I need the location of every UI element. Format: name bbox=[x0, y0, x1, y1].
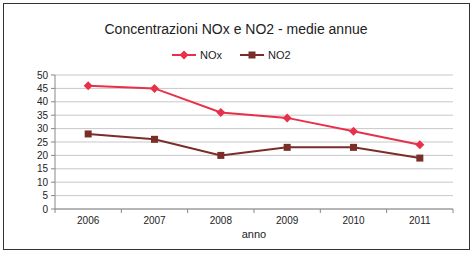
point bbox=[349, 127, 358, 136]
point bbox=[150, 84, 159, 93]
x-tick bbox=[320, 209, 321, 213]
grid-line bbox=[55, 182, 453, 183]
x-label: anno bbox=[242, 228, 266, 240]
y-tick-label: 20 bbox=[37, 150, 49, 161]
grid-line bbox=[55, 168, 453, 169]
x-tick-label: 2006 bbox=[77, 215, 100, 226]
y-tick bbox=[51, 101, 55, 102]
y-tick-label: 50 bbox=[37, 70, 49, 81]
x-tick bbox=[386, 209, 387, 213]
point bbox=[217, 152, 224, 159]
y-tick bbox=[51, 155, 55, 156]
y-tick bbox=[51, 75, 55, 76]
y-tick bbox=[51, 195, 55, 196]
y-tick bbox=[51, 128, 55, 129]
legend-label: NOx bbox=[200, 49, 223, 61]
legend-marker bbox=[249, 52, 256, 59]
grid-line bbox=[55, 75, 453, 76]
y-tick bbox=[51, 182, 55, 183]
x-tick-label: 2009 bbox=[276, 215, 299, 226]
x-tick-label: 2011 bbox=[409, 215, 431, 226]
x-tick-label: 2007 bbox=[143, 215, 166, 226]
series-line bbox=[88, 86, 420, 145]
point bbox=[350, 144, 357, 151]
y-tick-label: 10 bbox=[37, 177, 49, 188]
grid-line bbox=[55, 88, 453, 89]
x-tick bbox=[187, 209, 188, 213]
point bbox=[151, 136, 158, 143]
point bbox=[85, 130, 92, 137]
y-tick bbox=[51, 88, 55, 89]
legend-entry: NOx bbox=[172, 49, 223, 61]
legend-label: NO2 bbox=[268, 49, 291, 61]
y-axis bbox=[55, 75, 56, 209]
series-line bbox=[88, 134, 420, 158]
y-tick-label: 40 bbox=[37, 96, 49, 107]
y-tick-label: 45 bbox=[37, 83, 49, 94]
point bbox=[415, 140, 424, 149]
plot bbox=[84, 81, 425, 161]
x-tick bbox=[254, 209, 255, 213]
grid-line bbox=[55, 128, 453, 129]
point bbox=[216, 108, 225, 117]
y-tick-label: 25 bbox=[37, 137, 49, 148]
y-tick-label: 35 bbox=[37, 110, 49, 121]
grid-line bbox=[55, 142, 453, 143]
grid-line bbox=[55, 155, 453, 156]
y-tick-label: 30 bbox=[37, 123, 49, 134]
legend-entry: NO2 bbox=[240, 49, 291, 61]
y-tick-label: 5 bbox=[42, 190, 48, 201]
y-tick bbox=[51, 142, 55, 143]
y-tick-label: 0 bbox=[42, 204, 48, 215]
point bbox=[84, 81, 93, 90]
y-tick bbox=[51, 115, 55, 116]
chart: Concentrazioni NOx e NO2 - medie annue NO… bbox=[0, 0, 473, 253]
frame bbox=[4, 4, 470, 250]
x-tick bbox=[453, 209, 454, 213]
grid-line bbox=[55, 195, 453, 196]
title: Concentrazioni NOx e NO2 - medie annue bbox=[104, 21, 367, 37]
point bbox=[283, 113, 292, 122]
point bbox=[416, 155, 423, 162]
point bbox=[284, 144, 291, 151]
y-tick bbox=[51, 168, 55, 169]
x-tick bbox=[55, 209, 56, 213]
x-tick-label: 2008 bbox=[210, 215, 233, 226]
x-tick bbox=[121, 209, 122, 213]
y-tick-label: 15 bbox=[37, 163, 49, 174]
x-tick-label: 2010 bbox=[342, 215, 365, 226]
legend-marker bbox=[180, 51, 189, 60]
y-tick bbox=[51, 209, 55, 210]
grid-line bbox=[55, 101, 453, 102]
